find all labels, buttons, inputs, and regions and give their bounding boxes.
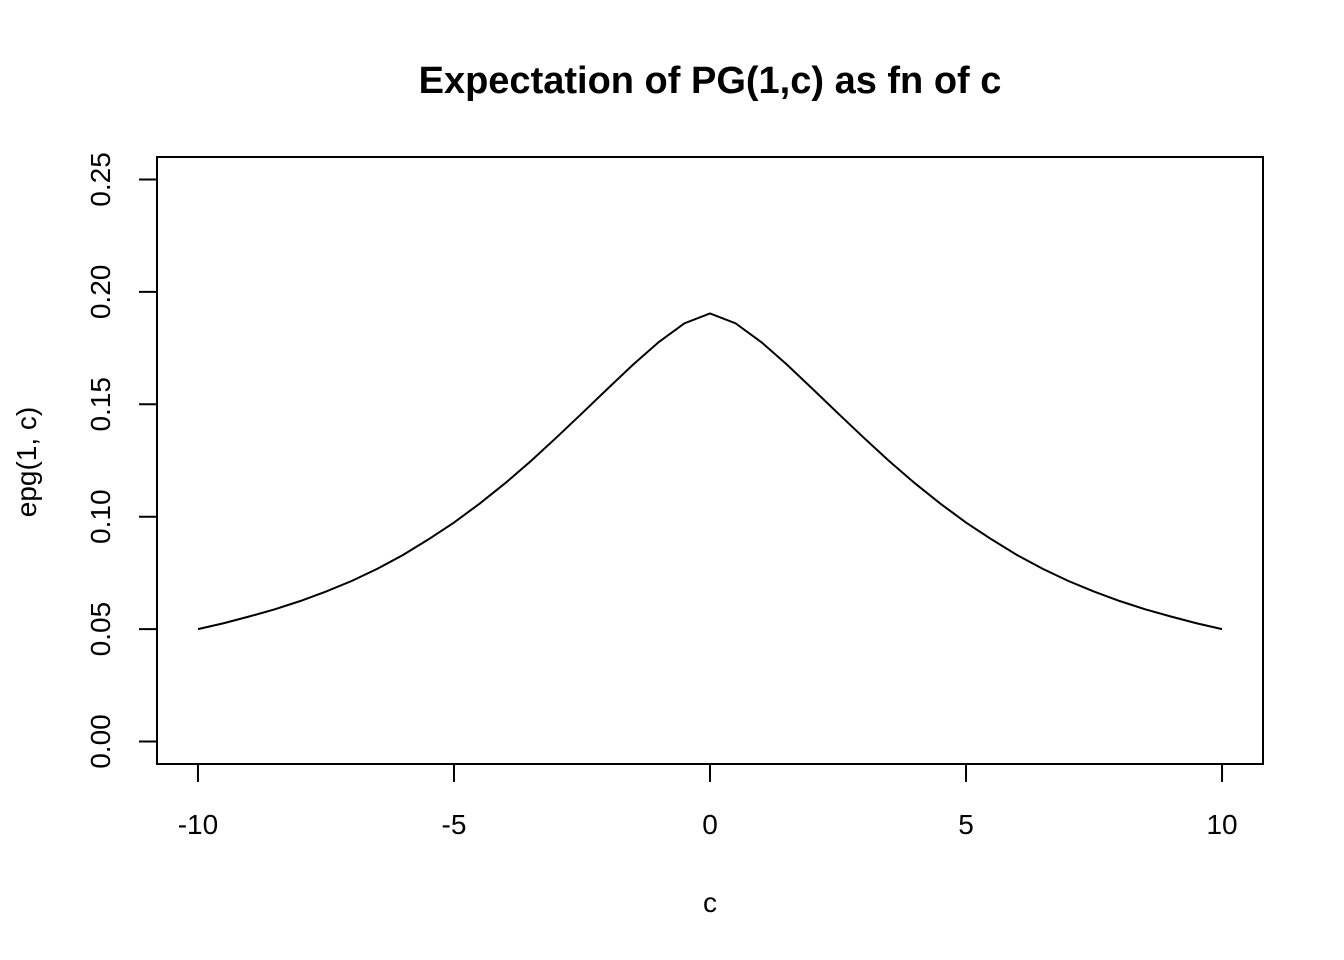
plot-frame	[156, 156, 1264, 765]
y-tick-label: 0.10	[85, 489, 116, 544]
y-axis: 0.00 0.05 0.10 0.15 0.20 0.25	[85, 152, 158, 769]
x-tick-label: -5	[442, 809, 467, 840]
x-tick-label: 5	[958, 809, 974, 840]
y-tick-label: 0.15	[85, 377, 116, 432]
y-tick-label: 0.05	[85, 602, 116, 657]
y-axis-label: epg(1, c)	[11, 407, 42, 518]
y-tick-label: 0.25	[85, 152, 116, 207]
y-tick-label: 0.20	[85, 265, 116, 320]
y-tick-label: 0.00	[85, 714, 116, 769]
chart-title: Expectation of PG(1,c) as fn of c	[419, 60, 1002, 102]
x-axis: -10 -5 0 5 10	[178, 763, 1238, 840]
series-group	[197, 312, 1223, 631]
series-line	[197, 312, 1223, 631]
x-tick-label: 0	[702, 809, 718, 840]
x-tick-label: -10	[178, 809, 218, 840]
x-tick-label: 10	[1206, 809, 1237, 840]
x-axis-label: c	[703, 887, 717, 918]
